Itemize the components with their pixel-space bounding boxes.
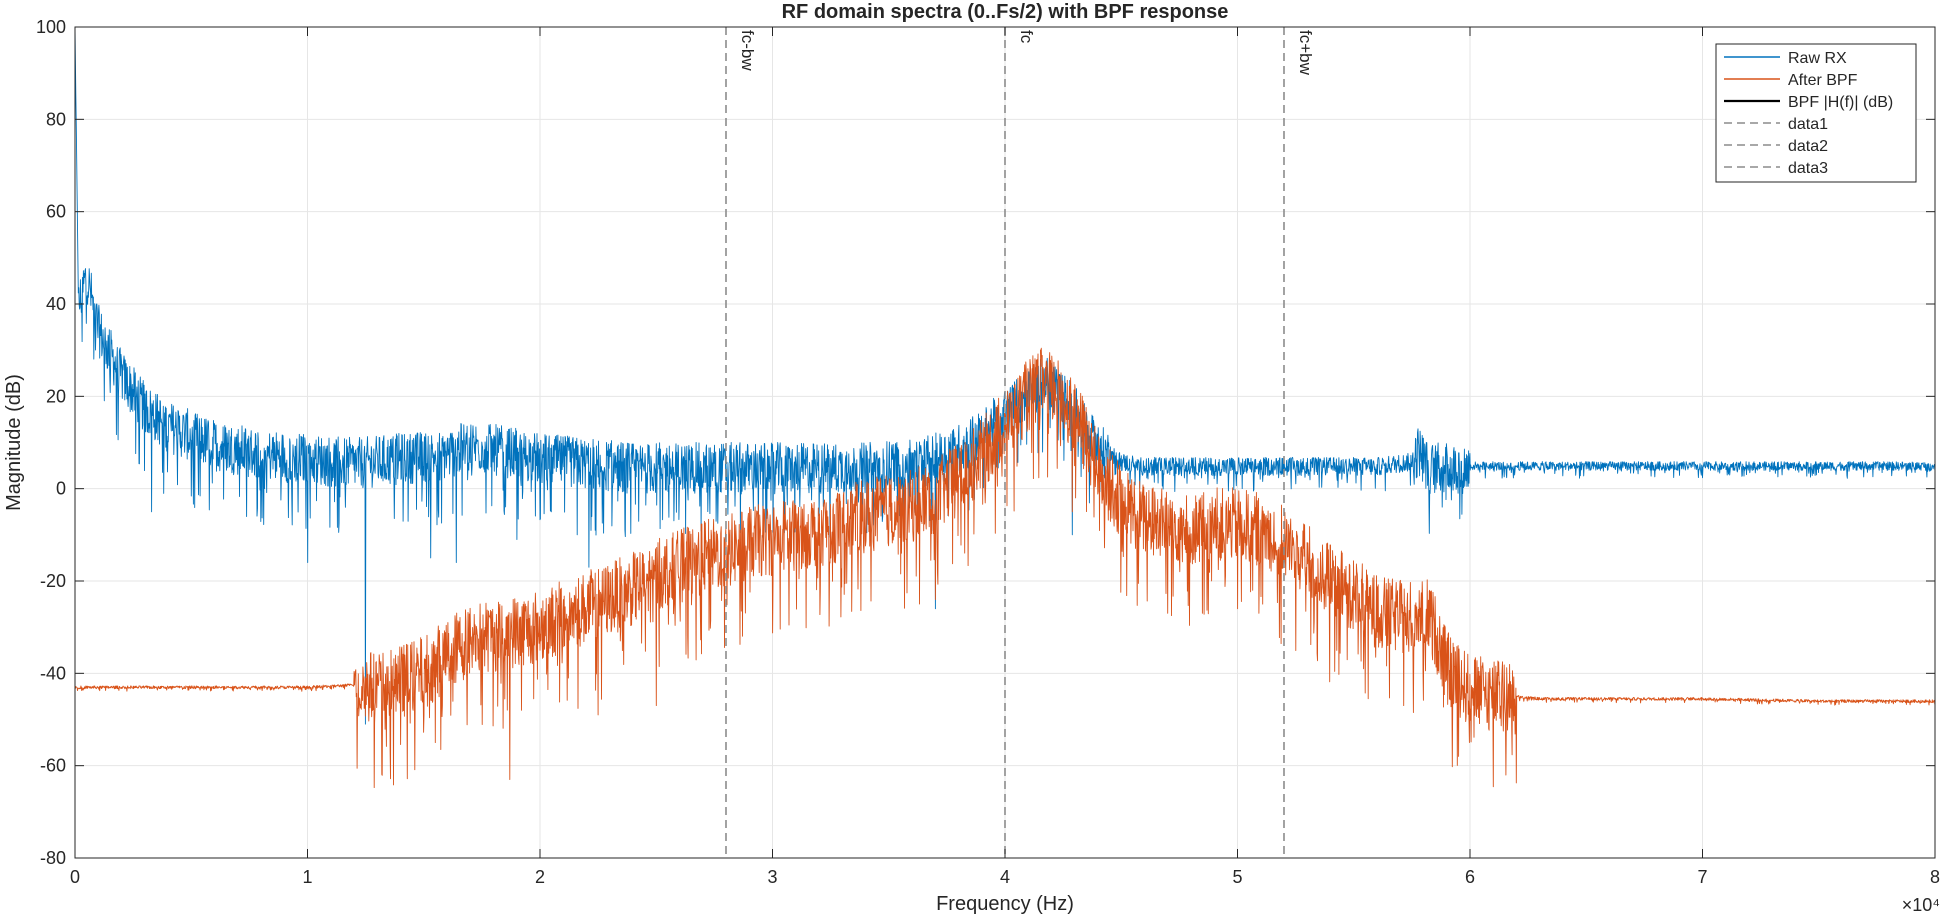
legend-item[interactable]: Raw RX — [1724, 50, 1847, 67]
y-tick-label: 40 — [46, 294, 66, 314]
y-tick-label: -40 — [40, 663, 66, 683]
legend-label: data1 — [1788, 116, 1828, 133]
y-tick-label: 60 — [46, 202, 66, 222]
x-axis-exponent: ×10⁴ — [1902, 895, 1940, 915]
legend-label: data3 — [1788, 160, 1828, 177]
y-tick-label: -20 — [40, 571, 66, 591]
x-tick-label: 0 — [70, 867, 80, 887]
plot-area — [75, 27, 1935, 858]
legend-item[interactable]: BPF |H(f)| (dB) — [1724, 94, 1893, 111]
legend-label: After BPF — [1788, 72, 1858, 89]
x-tick-label: 8 — [1930, 867, 1940, 887]
legend-item[interactable]: After BPF — [1724, 72, 1858, 89]
x-axis-label: Frequency (Hz) — [936, 893, 1074, 915]
legend-item[interactable]: data1 — [1724, 116, 1828, 133]
x-tick-label: 4 — [1000, 867, 1010, 887]
marker-labels: fc-bw fc fc+bw — [738, 30, 1315, 76]
y-tick-label: 80 — [46, 109, 66, 129]
marker-label-data1: fc-bw — [738, 30, 757, 71]
legend-item[interactable]: data2 — [1724, 138, 1828, 155]
marker-label-data2: fc — [1017, 30, 1036, 44]
legend-label: data2 — [1788, 138, 1828, 155]
chart-title: RF domain spectra (0..Fs/2) with BPF res… — [782, 1, 1229, 23]
x-tick-label: 7 — [1697, 867, 1707, 887]
vertical-markers — [725, 27, 1285, 858]
y-tick-label: 0 — [56, 479, 66, 499]
legend-label: BPF |H(f)| (dB) — [1788, 94, 1893, 111]
y-axis: -80 -60 -40 -20 0 20 40 60 80 100 — [36, 17, 1935, 868]
y-tick-label: -80 — [40, 848, 66, 868]
x-tick-label: 3 — [767, 867, 777, 887]
legend[interactable]: Raw RX After BPF BPF |H(f)| (dB) data1 data2… — [1715, 43, 1917, 183]
y-tick-label: 100 — [36, 17, 66, 37]
y-axis-label: Magnitude (dB) — [3, 374, 25, 511]
x-tick-label: 6 — [1465, 867, 1475, 887]
x-tick-label: 1 — [302, 867, 312, 887]
y-tick-label: 20 — [46, 386, 66, 406]
x-tick-label: 2 — [535, 867, 545, 887]
marker-label-data3: fc+bw — [1296, 30, 1315, 76]
y-tick-label: -60 — [40, 756, 66, 776]
x-axis: 0 1 2 3 4 5 6 7 8 — [70, 27, 1940, 887]
legend-label: Raw RX — [1788, 50, 1847, 67]
legend-item[interactable]: data3 — [1724, 160, 1828, 177]
x-tick-label: 5 — [1232, 867, 1242, 887]
legend-box — [1715, 43, 1917, 183]
